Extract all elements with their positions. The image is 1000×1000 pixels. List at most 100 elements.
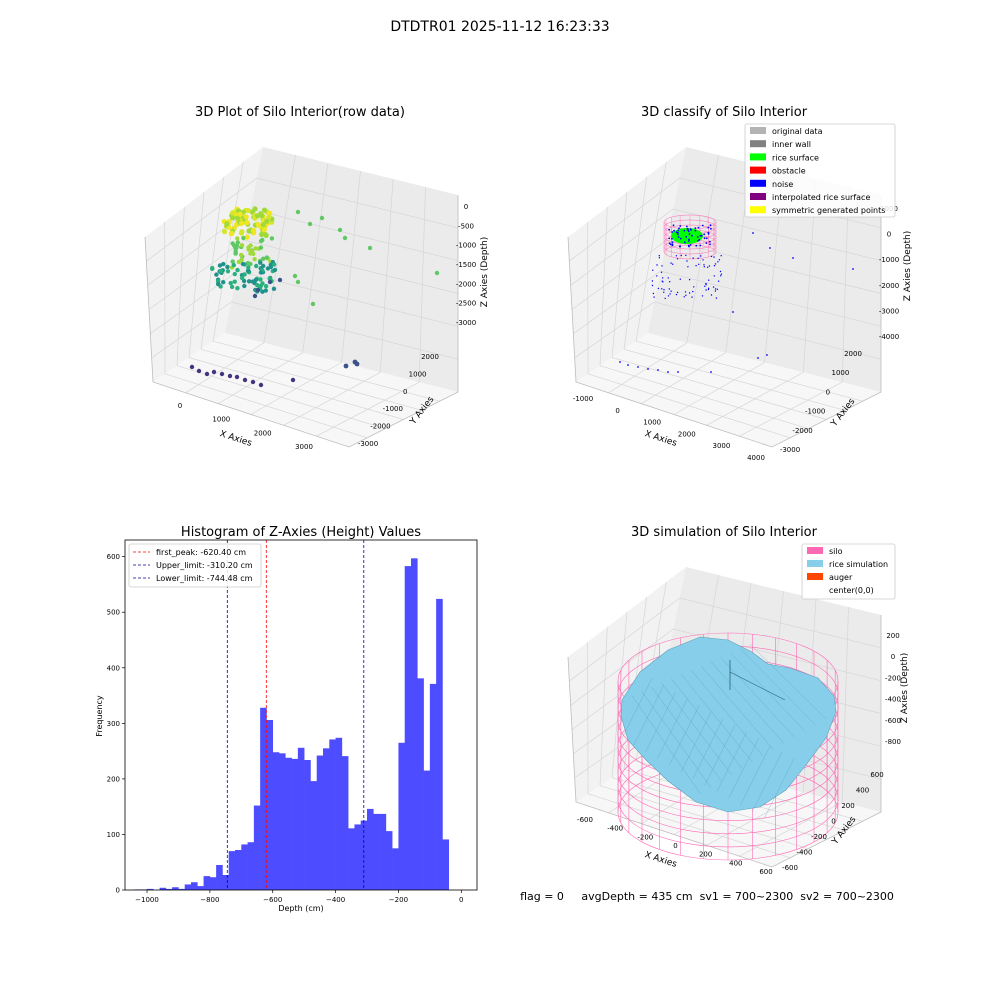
noise-point [686, 225, 688, 228]
raw-plot-z-label: Z Axies (Depth) [480, 237, 490, 308]
data-point [237, 211, 243, 217]
noise-point [707, 287, 710, 289]
data-point [319, 215, 325, 221]
x-tick-label: 200 [699, 851, 712, 859]
x-tick-label: 0 [178, 402, 182, 410]
noise-point [671, 237, 673, 240]
histogram-bar [310, 781, 318, 890]
data-point [214, 272, 219, 277]
noise-point [675, 231, 678, 234]
classify-plot-y-ticks: -3000 -2000 -1000 0 1000 2000 [780, 350, 862, 454]
noise-point [701, 224, 704, 227]
histogram-bar [260, 707, 267, 890]
histogram-bar [184, 884, 192, 890]
axes-edge [567, 195, 882, 448]
noise-point [703, 264, 705, 266]
x-tick-label: 3000 [712, 442, 730, 450]
data-point [246, 247, 251, 252]
data-point [230, 210, 236, 216]
histogram-bar [442, 839, 450, 890]
data-point [253, 246, 258, 251]
legend-label: center(0,0) [829, 586, 874, 595]
noise-point [707, 288, 710, 291]
histogram-bar [235, 850, 242, 890]
histogram-bar [253, 805, 261, 890]
data-point [239, 220, 245, 226]
data-point [263, 284, 269, 289]
raw-plot-title: 3D Plot of Silo Interior(row data) [195, 105, 405, 120]
z-tick-label: 0 [891, 653, 895, 661]
histogram-bars [134, 558, 450, 890]
x-tick-label: -200 [637, 833, 653, 841]
data-point [264, 218, 270, 224]
noise-point [670, 290, 672, 292]
data-point [250, 379, 256, 385]
data-point [243, 214, 249, 220]
noise-point [689, 228, 692, 231]
data-point [258, 270, 264, 275]
data-point [268, 264, 274, 270]
wall-grid-line [570, 628, 882, 706]
histogram-bar [367, 808, 374, 890]
noise-point [695, 265, 697, 267]
classify-plot-x-label: X Axies [643, 429, 678, 449]
noise-point [714, 288, 717, 290]
noise-point [647, 368, 649, 370]
data-point [242, 283, 247, 289]
y-tick-label: 0 [831, 818, 835, 826]
y-tick-label: 500 [107, 609, 120, 617]
noise-point [677, 229, 680, 232]
data-point [258, 283, 264, 289]
left-wall-pane [568, 567, 686, 802]
z-tick-label: 0 [887, 231, 891, 239]
data-point [252, 293, 258, 299]
noise-point [705, 282, 707, 285]
data-point [290, 377, 296, 383]
noise-point [677, 371, 679, 373]
noise-point [671, 241, 674, 244]
noise-point [703, 233, 706, 236]
y-tick-label: 400 [107, 664, 120, 672]
noise-point [703, 266, 705, 268]
noise-point [657, 287, 660, 290]
z-tick-label: -1000 [456, 242, 476, 250]
x-tick-label: 1000 [212, 416, 230, 424]
y-tick-label: -2000 [370, 423, 390, 431]
legend-label: silo [829, 547, 843, 556]
rice-mesh-line [651, 686, 722, 782]
data-point [260, 237, 265, 243]
noise-point [718, 259, 721, 261]
raw-plot-points [189, 206, 440, 388]
data-point [233, 250, 238, 255]
noise-point [668, 242, 671, 245]
classify-plot-title: 3D classify of Silo Interior [641, 105, 808, 120]
simulation-3d-plot: 3D simulation of Silo Interior -600-400-… [567, 525, 910, 876]
data-point [277, 277, 283, 283]
histogram-bar [417, 678, 424, 890]
raw-plot-x-ticks: 0 1000 2000 3000 [178, 402, 313, 451]
x-tick-label: 1000 [643, 419, 661, 427]
noise-point [713, 256, 715, 258]
raw-plot-y-ticks: -3000 -2000 -1000 0 1000 2000 [358, 353, 439, 448]
data-point [210, 266, 215, 271]
data-point [235, 215, 241, 221]
z-tick-label: -600 [885, 717, 901, 725]
data-point [292, 273, 298, 279]
noise-point [651, 284, 654, 287]
noise-point [668, 228, 671, 231]
noise-point [679, 225, 682, 227]
left-wall-pane [568, 147, 686, 382]
x-tick-label: -400 [607, 825, 623, 833]
data-point [240, 261, 246, 267]
noise-point [627, 364, 629, 366]
z-tick-label: 0 [464, 203, 468, 211]
data-point [261, 256, 266, 261]
y-tick-label: 0 [826, 388, 830, 396]
noise-point [656, 275, 658, 277]
noise-point [700, 255, 702, 257]
noise-point [708, 265, 711, 267]
simulation-plot-z-ticks: -800 -600 -400 -200 0 200 [885, 632, 901, 746]
histogram-bar [304, 760, 311, 890]
